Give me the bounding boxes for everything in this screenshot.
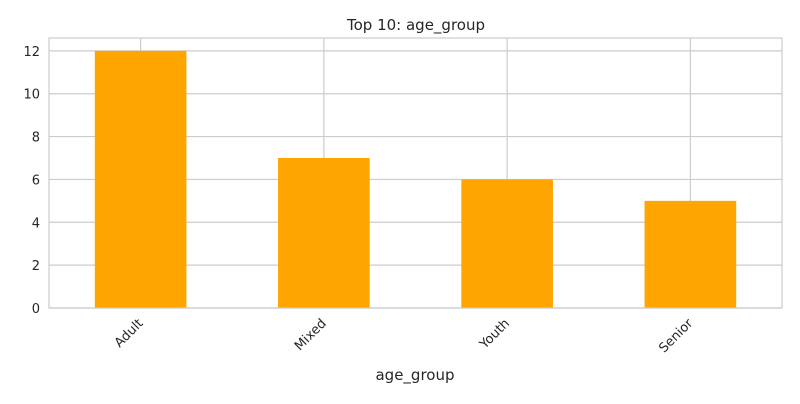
- x-tick-label: Mixed: [292, 316, 330, 354]
- y-tick-label: 8: [32, 131, 40, 146]
- y-tick-label: 12: [23, 45, 40, 60]
- bars: [94, 50, 737, 308]
- y-tick-label: 4: [32, 216, 40, 231]
- bar-senior: [644, 200, 737, 308]
- bar-youth: [461, 179, 553, 308]
- y-tick-label: 2: [32, 259, 40, 274]
- x-tick-label: Senior: [656, 316, 696, 356]
- x-tick-labels: Adult Mixed Youth Senior: [112, 316, 697, 356]
- bar-mixed: [278, 158, 370, 308]
- y-tick-label: 6: [32, 173, 40, 188]
- x-axis-label: age_group: [375, 366, 454, 385]
- bar-adult: [94, 50, 187, 308]
- y-tick-labels: 0 2 4 6 8 10 12: [23, 45, 40, 317]
- x-tick-label: Adult: [112, 316, 147, 351]
- y-tick-label: 0: [32, 302, 40, 317]
- y-tick-label: 10: [23, 88, 40, 103]
- chart-title: Top 10: age_group: [346, 16, 485, 35]
- axes-frame: [48, 37, 783, 309]
- x-tick-label: Youth: [476, 316, 513, 353]
